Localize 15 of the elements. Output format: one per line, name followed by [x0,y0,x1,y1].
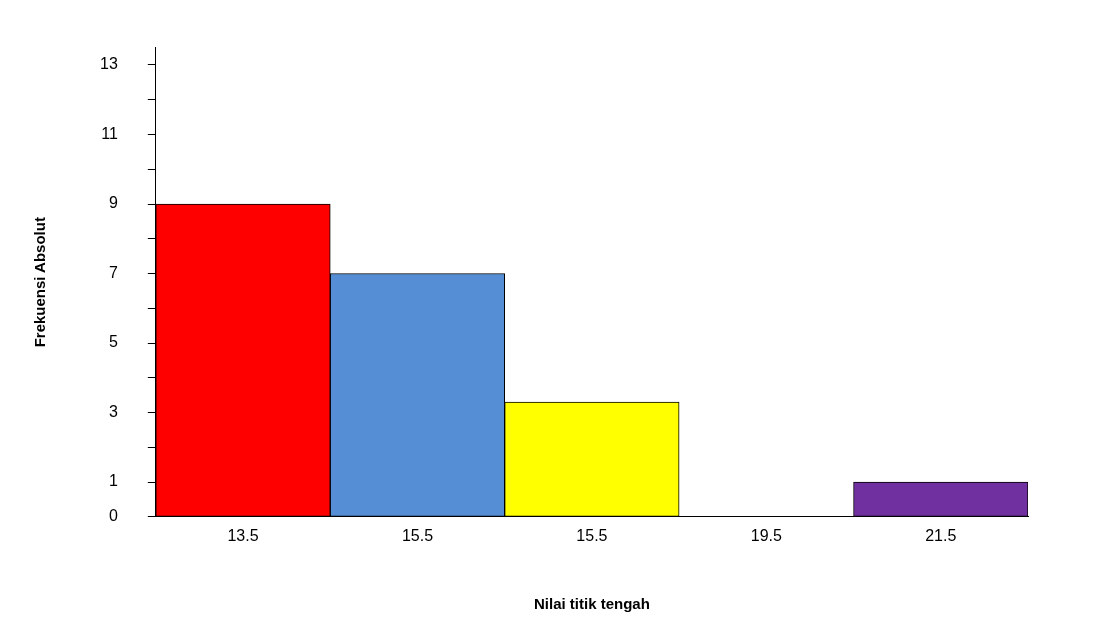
y-tick-label: 3 [108,402,118,420]
y-tick-label: 13 [100,55,118,73]
x-tick-label: 13.5 [227,526,259,544]
x-tick-label: 15.5 [576,526,608,544]
x-tick-label: 21.5 [925,526,957,544]
x-tick-label: 15.5 [401,526,434,544]
y-tick-label: 0 [108,507,118,525]
y-tick-label: 7 [108,263,118,281]
y-tick-label: 5 [108,333,118,351]
y-tick-label: 11 [101,124,118,142]
y-axis-title: Frekuensi Absolut [31,217,49,348]
x-tick-label: 19.5 [750,526,783,544]
y-tick-label: 1 [108,472,118,490]
x-axis-title: Nilai titik tengah [533,595,650,613]
y-tick-label: 9 [108,194,118,212]
